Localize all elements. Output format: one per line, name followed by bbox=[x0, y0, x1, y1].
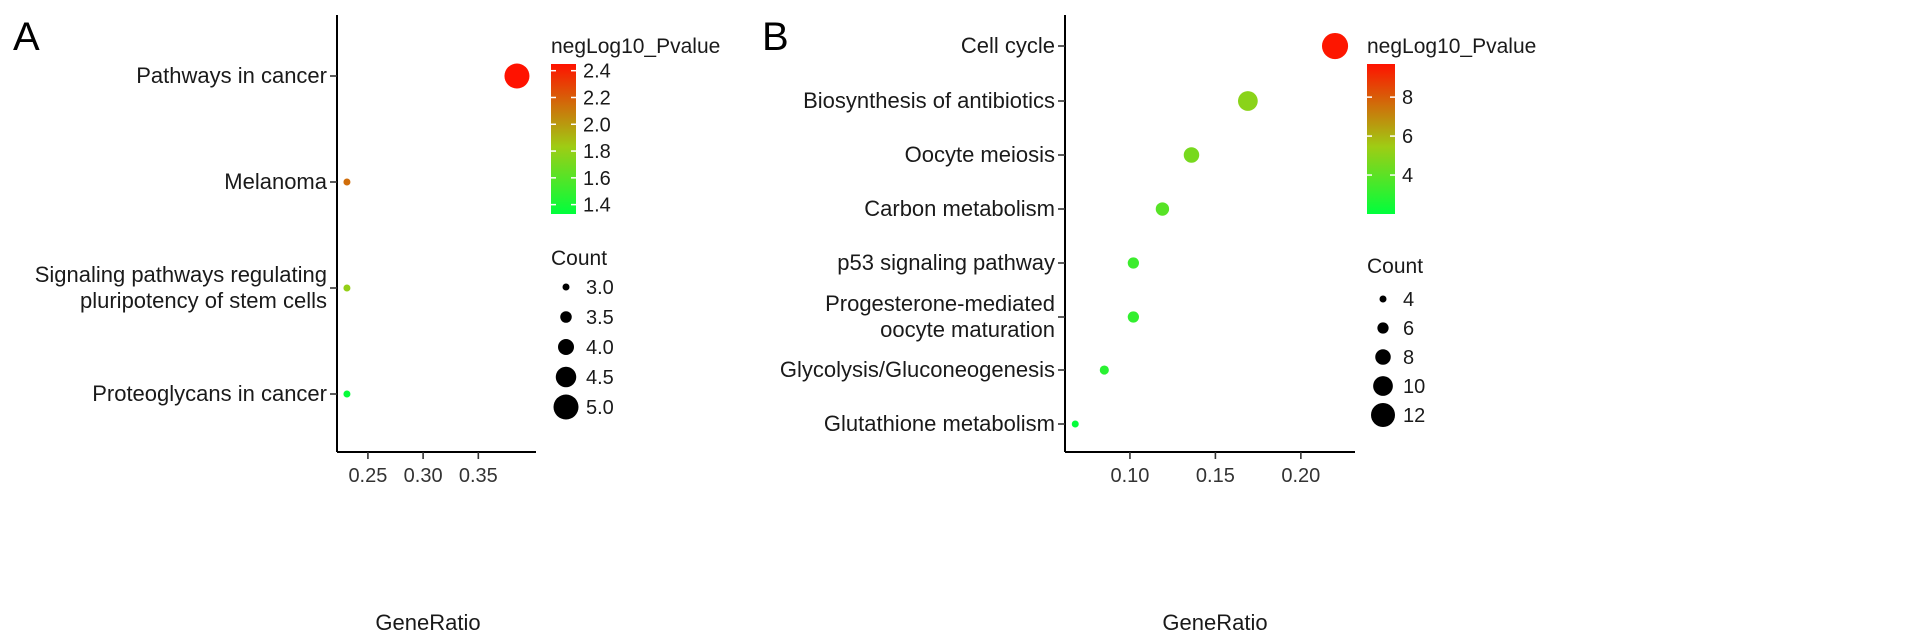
size-legend-dot bbox=[556, 367, 577, 388]
panel-b-letter: B bbox=[762, 15, 789, 59]
y-tick-label: Cell cycle bbox=[961, 33, 1055, 58]
x-tick-label: 0.15 bbox=[1196, 465, 1235, 487]
size-legend-label: 4.5 bbox=[586, 367, 614, 389]
colorbar-tick-label: 6 bbox=[1402, 126, 1413, 148]
colorbar-tick-label: 2.2 bbox=[583, 87, 611, 109]
size-legend-dot bbox=[1371, 403, 1395, 427]
colorbar-tick-label: 2.4 bbox=[583, 61, 611, 83]
y-tick-label: Proteoglycans in cancer bbox=[92, 381, 327, 406]
panel-a-size-legend: 3.0 3.5 4.0 4.5 5.0 bbox=[554, 277, 614, 420]
panel-a-letter: A bbox=[13, 15, 40, 59]
size-legend-label: 6 bbox=[1403, 318, 1414, 340]
size-legend-label: 5.0 bbox=[586, 397, 614, 419]
size-legend-dot bbox=[1377, 322, 1388, 333]
panel-b-colorbar bbox=[1367, 64, 1395, 214]
panel-a-plot: Pathways in cancer Melanoma Signaling path… bbox=[35, 15, 536, 487]
size-legend-dot bbox=[558, 339, 574, 355]
size-legend-dot bbox=[554, 395, 579, 420]
colorbar-tick-label: 1.8 bbox=[583, 141, 611, 163]
x-tick-label: 0.10 bbox=[1110, 465, 1149, 487]
colorbar-tick-label: 8 bbox=[1402, 87, 1413, 109]
y-tick-label: Biosynthesis of antibiotics bbox=[803, 88, 1055, 113]
size-legend-label: 8 bbox=[1403, 347, 1414, 369]
size-legend-label: 4.0 bbox=[586, 337, 614, 359]
size-legend-label: 3.5 bbox=[586, 307, 614, 329]
colorbar-tick-label: 1.6 bbox=[583, 168, 611, 190]
panel-b-color-legend-title: negLog10_Pvalue bbox=[1367, 35, 1536, 58]
y-tick-label: Glycolysis/Gluconeogenesis bbox=[780, 357, 1055, 382]
y-tick-label: Pathways in cancer bbox=[136, 63, 327, 88]
data-point bbox=[1072, 421, 1079, 428]
data-point bbox=[1156, 202, 1169, 215]
panel-b-size-legend-title: Count bbox=[1367, 255, 1423, 278]
size-legend-label: 4 bbox=[1403, 289, 1414, 311]
x-tick-label: 0.20 bbox=[1281, 465, 1320, 487]
panel-a-colorbar bbox=[551, 64, 576, 214]
panel-b-plot: Cell cycle Biosynthesis of antibiotics Ooc… bbox=[780, 15, 1355, 487]
size-legend-label: 10 bbox=[1403, 376, 1425, 398]
colorbar-tick-label: 2.0 bbox=[583, 114, 611, 136]
data-point bbox=[1128, 311, 1139, 322]
data-point bbox=[343, 391, 350, 398]
colorbar-tick-label: 1.4 bbox=[583, 195, 611, 217]
size-legend-dot bbox=[563, 284, 570, 291]
size-legend-label: 12 bbox=[1403, 405, 1425, 427]
panel-a-size-legend-title: Count bbox=[551, 247, 607, 270]
size-legend-dot bbox=[1375, 349, 1391, 365]
data-point bbox=[343, 179, 350, 186]
y-tick-label: Melanoma bbox=[224, 169, 327, 194]
data-point bbox=[343, 285, 350, 292]
y-tick-label: Signaling pathways regulating bbox=[35, 262, 327, 287]
size-legend-dot bbox=[1373, 376, 1393, 396]
y-tick-label: Glutathione metabolism bbox=[824, 411, 1055, 436]
panel-a-x-axis-title: GeneRatio bbox=[375, 610, 480, 635]
panel-a-color-legend-title: negLog10_Pvalue bbox=[551, 35, 720, 58]
size-legend-dot bbox=[1380, 296, 1387, 303]
y-tick-label: Oocyte meiosis bbox=[905, 142, 1055, 167]
y-tick-label: Carbon metabolism bbox=[864, 196, 1055, 221]
size-legend-label: 3.0 bbox=[586, 277, 614, 299]
data-point bbox=[504, 64, 529, 89]
data-point bbox=[1128, 257, 1139, 268]
y-tick-label: p53 signaling pathway bbox=[837, 250, 1055, 275]
x-tick-label: 0.30 bbox=[404, 465, 443, 487]
x-tick-label: 0.25 bbox=[348, 465, 387, 487]
data-point bbox=[1100, 365, 1109, 374]
data-point bbox=[1184, 147, 1200, 163]
panel-b-size-legend: 4 6 8 10 12 bbox=[1371, 289, 1425, 427]
data-point bbox=[1238, 91, 1258, 111]
x-tick-label: 0.35 bbox=[459, 465, 498, 487]
y-tick-label: pluripotency of stem cells bbox=[80, 288, 327, 313]
colorbar-tick-label: 4 bbox=[1402, 165, 1413, 187]
panel-b-x-axis-title: GeneRatio bbox=[1162, 610, 1267, 635]
size-legend-dot bbox=[560, 311, 572, 323]
y-tick-label: oocyte maturation bbox=[880, 317, 1055, 342]
data-point bbox=[1322, 33, 1348, 59]
y-tick-label: Progesterone-mediated bbox=[825, 291, 1055, 316]
